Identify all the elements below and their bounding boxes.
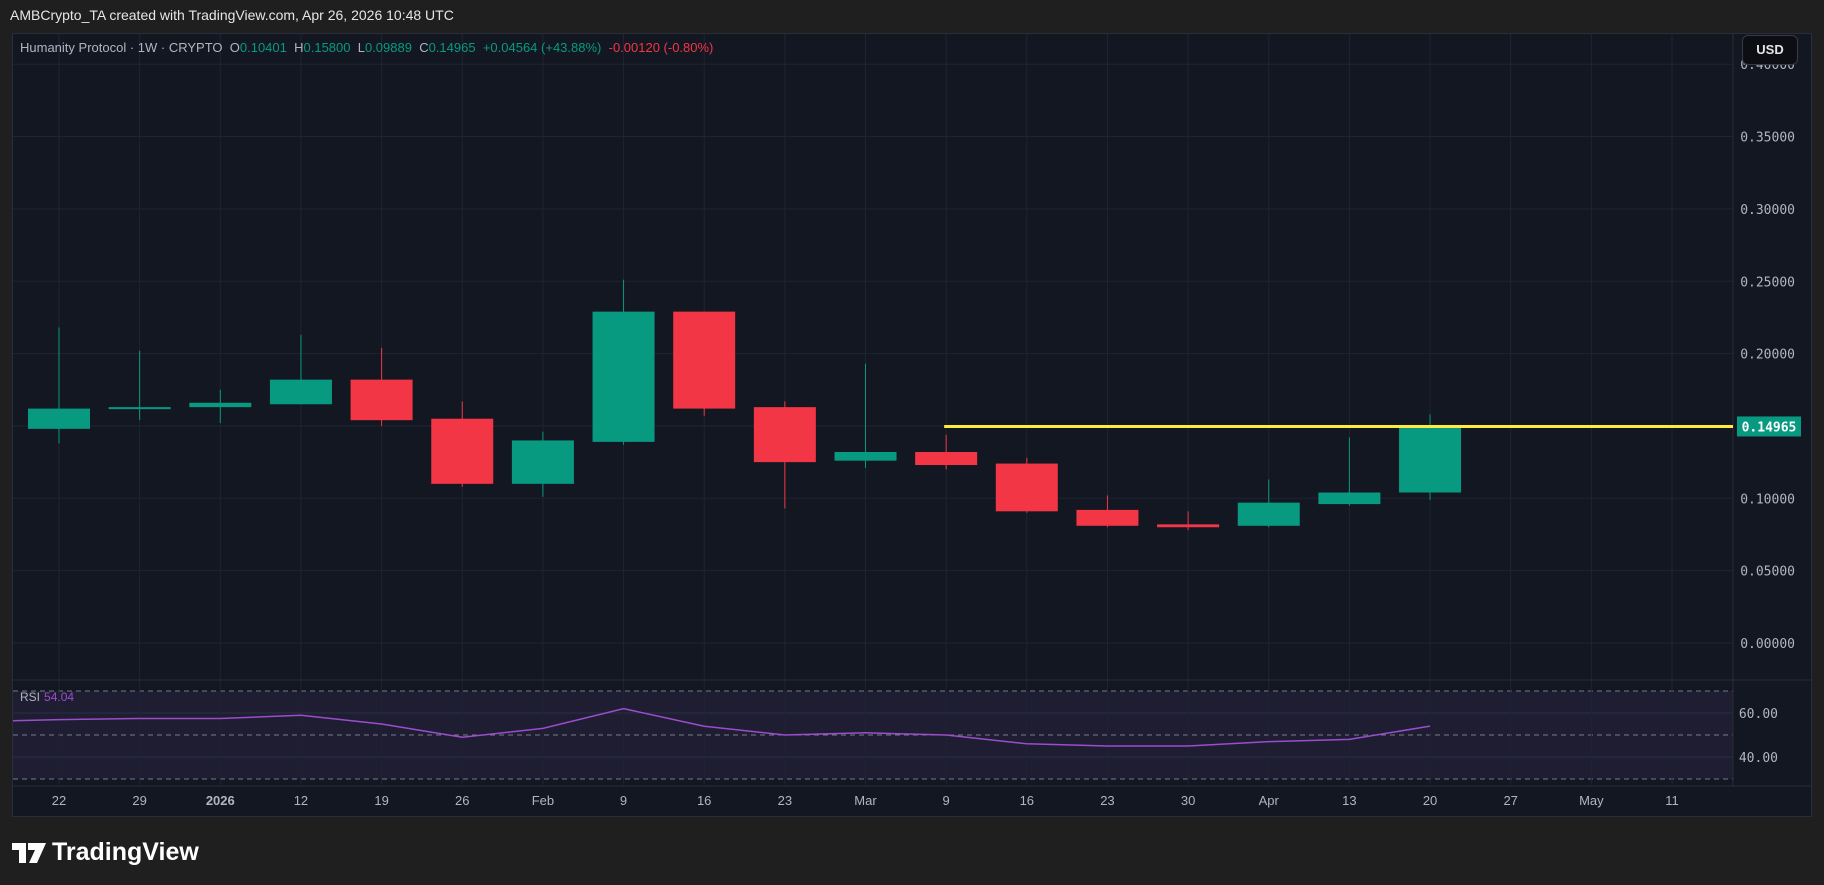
x-tick-label: 20 — [1423, 793, 1437, 808]
x-tick-label: 19 — [374, 793, 388, 808]
open-value: 0.10401 — [239, 40, 287, 55]
x-tick-label: 9 — [620, 793, 627, 808]
rsi-tick-label: 60.00 — [1739, 707, 1778, 722]
candle-body — [350, 379, 413, 421]
rsi-value: 54.04 — [44, 690, 75, 704]
rsi-line — [12, 707, 1431, 747]
x-tick-label: 16 — [697, 793, 711, 808]
y-tick-label: 0.30000 — [1740, 203, 1795, 218]
tradingview-logo-icon — [12, 842, 46, 863]
candle-body — [108, 407, 171, 410]
x-tick-label: 9 — [943, 793, 950, 808]
candle-body — [189, 402, 252, 408]
y-tick-label: 0.00000 — [1740, 637, 1795, 652]
x-tick-label: 23 — [1100, 793, 1114, 808]
last-price-badge — [1737, 416, 1801, 437]
rsi-label: RSI — [20, 690, 41, 704]
x-tick-label: 27 — [1503, 793, 1517, 808]
candle-body — [1318, 492, 1381, 505]
x-tick-label: 12 — [294, 793, 308, 808]
rsi-tick-label: 40.00 — [1739, 751, 1778, 766]
x-tick-label: 13 — [1342, 793, 1356, 808]
candle-body — [1076, 509, 1139, 526]
x-tick-label: May — [1579, 793, 1604, 808]
symbol-name: Humanity Protocol · 1W · CRYPTO — [20, 40, 223, 55]
x-tick-label: 11 — [1665, 793, 1679, 808]
last-price-label: 0.14965 — [1742, 420, 1797, 435]
high-value: 0.15800 — [303, 40, 351, 55]
candle-body — [834, 451, 897, 461]
y-tick-label: 0.10000 — [1740, 492, 1795, 507]
candle-body — [915, 451, 978, 466]
candle-body — [1237, 502, 1300, 526]
change-value-2: -0.00120 (-0.80%) — [608, 40, 714, 55]
x-tick-label: Mar — [854, 793, 877, 808]
candle-body — [28, 408, 90, 429]
y-tick-label: 0.25000 — [1740, 275, 1795, 290]
candle-body — [431, 418, 494, 484]
chart-attribution: AMBCrypto_TA created with TradingView.co… — [10, 7, 454, 23]
high-label: H — [294, 40, 304, 55]
open-label: O — [229, 40, 240, 55]
close-label: C — [419, 40, 429, 55]
candle-body — [1157, 524, 1220, 528]
y-tick-label: 0.05000 — [1740, 565, 1795, 580]
x-tick-label: 26 — [455, 793, 469, 808]
logo-text: TradingView — [52, 838, 199, 866]
candle-body — [511, 440, 574, 484]
x-tick-label: Feb — [532, 793, 554, 808]
x-tick-label: 23 — [778, 793, 792, 808]
candle-body — [673, 311, 736, 409]
x-tick-label: Apr — [1259, 793, 1280, 808]
x-tick-label: 2026 — [206, 793, 235, 808]
y-tick-label: 0.20000 — [1740, 348, 1795, 363]
x-tick-label: 22 — [52, 793, 66, 808]
x-tick-label: 30 — [1181, 793, 1195, 808]
change-value: +0.04564 (+43.88%) — [482, 40, 602, 55]
currency-button[interactable]: USD — [1742, 35, 1798, 65]
low-label: L — [357, 40, 365, 55]
candle-body — [592, 311, 655, 442]
tradingview-logo: TradingView — [12, 838, 199, 867]
x-tick-label: 16 — [1020, 793, 1034, 808]
close-value: 0.14965 — [428, 40, 476, 55]
candle-body — [1399, 426, 1462, 493]
candle-body — [269, 379, 332, 405]
candle-body — [995, 463, 1058, 512]
low-value: 0.09889 — [364, 40, 412, 55]
x-tick-label: 29 — [132, 793, 146, 808]
symbol-legend: Humanity Protocol · 1W · CRYPTO O0.10401… — [20, 40, 713, 55]
rsi-legend: RSI 54.04 — [20, 690, 74, 704]
candle-body — [753, 407, 816, 463]
y-tick-label: 0.35000 — [1740, 131, 1795, 146]
